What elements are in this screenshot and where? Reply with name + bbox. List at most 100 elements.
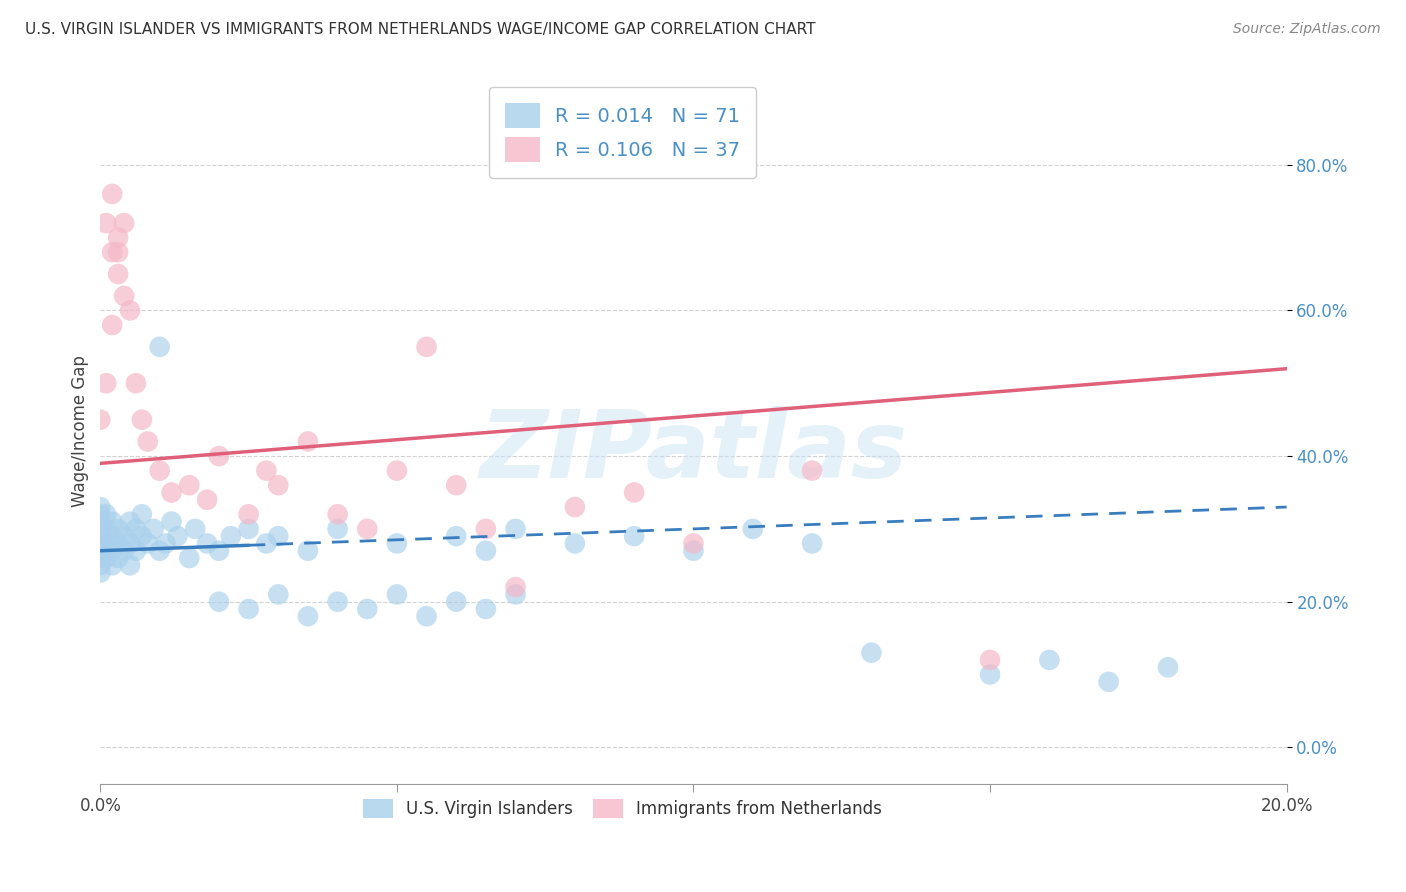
Point: [444, 595, 467, 609]
Point: [297, 609, 319, 624]
Point: [238, 522, 260, 536]
Point: [219, 529, 242, 543]
Point: [112, 289, 135, 303]
Point: [195, 492, 218, 507]
Point: [297, 543, 319, 558]
Point: [385, 587, 408, 601]
Point: [125, 376, 148, 391]
Point: [89, 536, 111, 550]
Point: [107, 536, 129, 550]
Point: [208, 543, 231, 558]
Point: [131, 412, 153, 426]
Point: [979, 653, 1001, 667]
Point: [385, 536, 408, 550]
Point: [682, 536, 704, 550]
Point: [136, 434, 159, 449]
Point: [101, 543, 124, 558]
Point: [96, 543, 118, 558]
Point: [564, 500, 586, 514]
Point: [1098, 674, 1121, 689]
Point: [505, 522, 527, 536]
Point: [860, 646, 883, 660]
Point: [160, 515, 183, 529]
Point: [89, 551, 111, 566]
Point: [101, 318, 124, 332]
Point: [118, 303, 141, 318]
Point: [89, 566, 111, 580]
Point: [179, 551, 201, 566]
Point: [142, 522, 165, 536]
Point: [505, 587, 527, 601]
Point: [101, 186, 124, 201]
Point: [297, 434, 319, 449]
Point: [741, 522, 763, 536]
Point: [101, 245, 124, 260]
Point: [801, 464, 824, 478]
Point: [149, 464, 172, 478]
Point: [326, 508, 349, 522]
Legend: U.S. Virgin Islanders, Immigrants from Netherlands: U.S. Virgin Islanders, Immigrants from N…: [356, 792, 889, 825]
Point: [149, 543, 172, 558]
Point: [208, 595, 231, 609]
Point: [96, 522, 118, 536]
Point: [623, 529, 645, 543]
Point: [118, 536, 141, 550]
Point: [356, 602, 378, 616]
Point: [238, 602, 260, 616]
Point: [155, 536, 177, 550]
Point: [326, 595, 349, 609]
Point: [1157, 660, 1180, 674]
Point: [505, 580, 527, 594]
Point: [96, 216, 118, 230]
Text: Source: ZipAtlas.com: Source: ZipAtlas.com: [1233, 22, 1381, 37]
Point: [101, 558, 124, 573]
Point: [195, 536, 218, 550]
Point: [475, 602, 498, 616]
Point: [682, 543, 704, 558]
Point: [356, 522, 378, 536]
Point: [112, 216, 135, 230]
Point: [107, 267, 129, 281]
Point: [1038, 653, 1060, 667]
Point: [89, 515, 111, 529]
Point: [184, 522, 207, 536]
Point: [149, 340, 172, 354]
Point: [160, 485, 183, 500]
Point: [101, 515, 124, 529]
Point: [89, 543, 111, 558]
Text: ZIPatlas: ZIPatlas: [479, 406, 907, 498]
Point: [415, 340, 437, 354]
Point: [254, 464, 277, 478]
Point: [267, 587, 290, 601]
Point: [107, 522, 129, 536]
Point: [136, 536, 159, 550]
Point: [254, 536, 277, 550]
Point: [475, 522, 498, 536]
Point: [118, 558, 141, 573]
Point: [107, 551, 129, 566]
Point: [208, 449, 231, 463]
Point: [444, 529, 467, 543]
Point: [101, 529, 124, 543]
Text: U.S. VIRGIN ISLANDER VS IMMIGRANTS FROM NETHERLANDS WAGE/INCOME GAP CORRELATION : U.S. VIRGIN ISLANDER VS IMMIGRANTS FROM …: [25, 22, 815, 37]
Point: [125, 543, 148, 558]
Point: [326, 522, 349, 536]
Point: [89, 508, 111, 522]
Point: [415, 609, 437, 624]
Point: [125, 522, 148, 536]
Point: [89, 522, 111, 536]
Point: [267, 529, 290, 543]
Point: [979, 667, 1001, 681]
Point: [89, 412, 111, 426]
Point: [107, 230, 129, 244]
Point: [131, 508, 153, 522]
Point: [801, 536, 824, 550]
Point: [475, 543, 498, 558]
Point: [96, 536, 118, 550]
Point: [107, 245, 129, 260]
Point: [96, 376, 118, 391]
Point: [623, 485, 645, 500]
Point: [89, 558, 111, 573]
Point: [444, 478, 467, 492]
Point: [564, 536, 586, 550]
